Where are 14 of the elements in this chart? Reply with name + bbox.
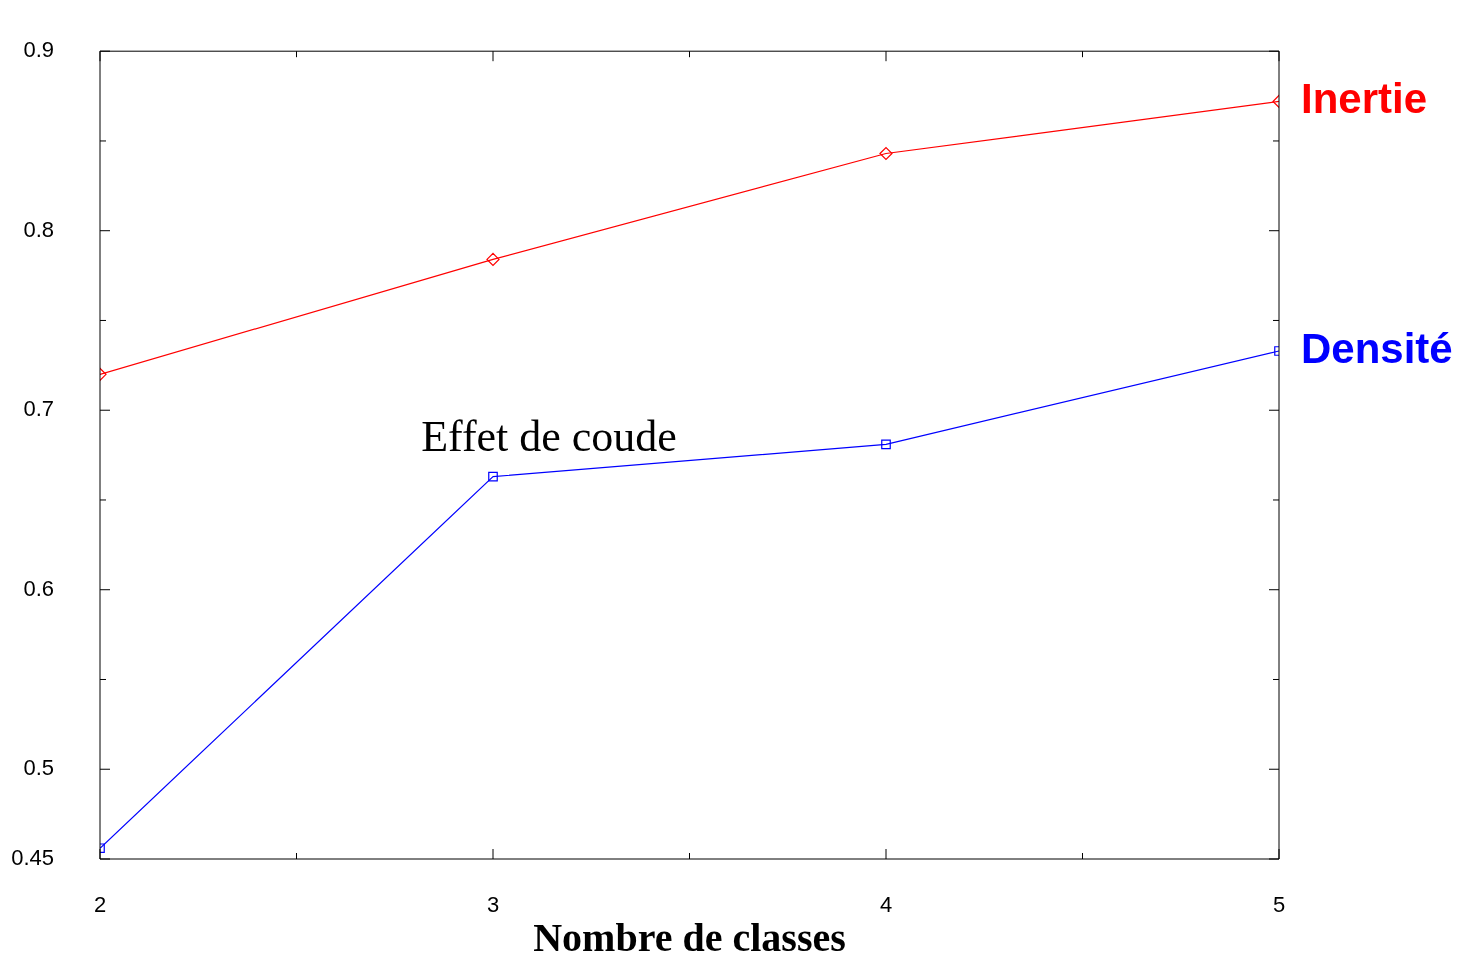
series-label: Inertie — [1301, 75, 1428, 123]
x-tick-label: 5 — [1272, 892, 1286, 918]
y-tick-label: 0.6 — [23, 575, 54, 601]
annotation: Effet de coude — [421, 411, 677, 461]
y-tick-label: 0.8 — [23, 216, 54, 242]
y-tick-label: 0.7 — [23, 396, 54, 422]
x-tick-label: 4 — [879, 892, 893, 918]
y-tick-label: 0.9 — [23, 37, 54, 63]
series-label: Densité — [1301, 324, 1453, 372]
y-tick-label: 0.5 — [23, 755, 54, 781]
x-axis-title: Nombre de classes — [533, 915, 846, 961]
x-tick-label: 2 — [93, 892, 107, 918]
y-tick-label: 0.45 — [11, 845, 54, 871]
x-tick-label: 3 — [486, 892, 500, 918]
